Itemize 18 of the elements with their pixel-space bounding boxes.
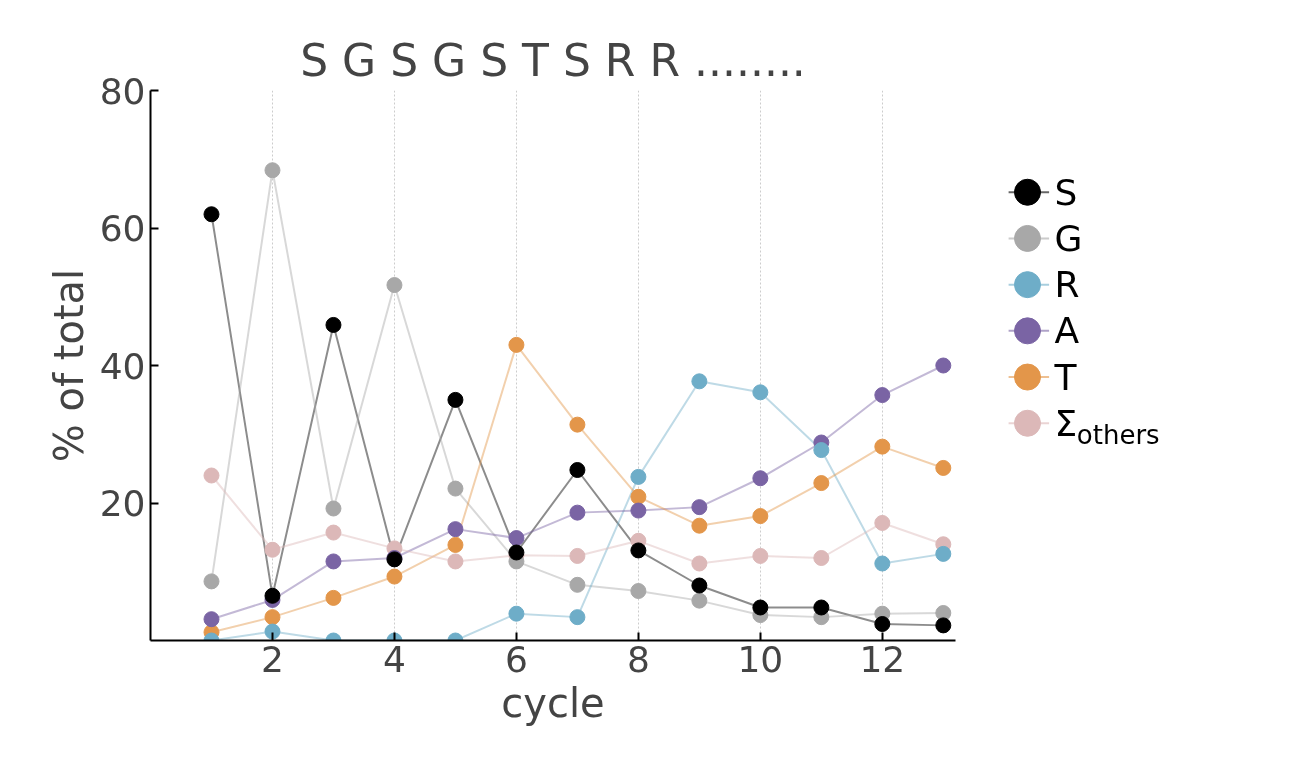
legend-label: R [1054,264,1080,306]
y-tick-label: 40 [99,345,146,387]
legend-label: A [1054,310,1080,352]
x-axis-title: cycle [501,679,605,726]
x-tick-label: 12 [859,638,906,680]
y-tick-label: 60 [99,208,146,249]
y-tick-label: 20 [99,483,146,524]
x-tick-label: 2 [261,638,284,680]
legend-label: T [1053,356,1078,398]
x-tick-label: 4 [382,638,406,680]
y-axis-title: % of total [45,268,92,463]
legend-label: S [1054,171,1078,213]
y-tick-label: 80 [99,70,146,112]
x-tick-label: 10 [737,638,784,680]
legend-label: G [1054,217,1083,259]
x-tick-label: 8 [626,638,650,680]
x-tick-label: 6 [504,638,528,680]
chart-title: S G S G S T S R R ........ [300,34,806,86]
